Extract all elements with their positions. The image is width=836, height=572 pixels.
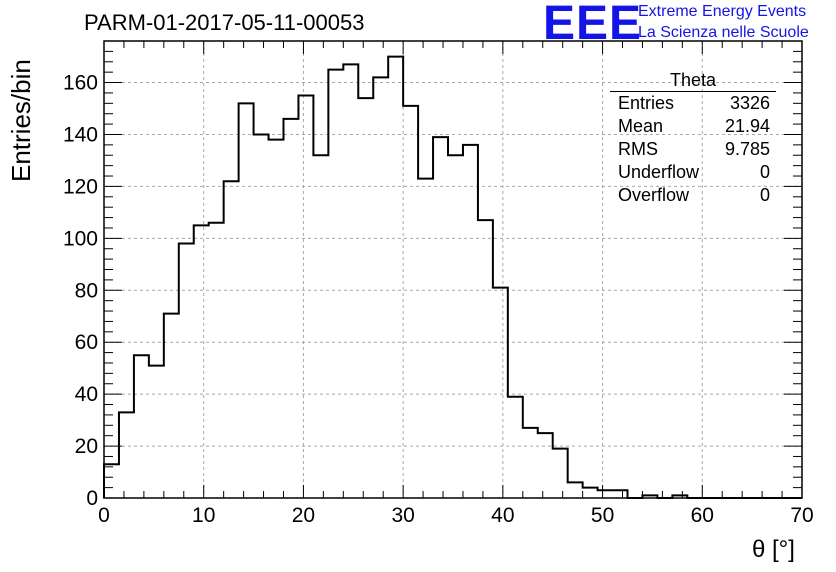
y-tick-label: 20: [75, 435, 98, 458]
histogram-bin: [209, 223, 224, 498]
histogram-bin: [119, 412, 134, 498]
histogram-bin: [164, 314, 179, 498]
histogram-bin: [568, 482, 583, 498]
stats-label: Overflow: [618, 185, 690, 205]
histogram-bin: [269, 140, 284, 498]
chart-title: PARM-01-2017-05-11-00053: [84, 10, 365, 35]
y-axis-label: Entries/bin: [6, 59, 36, 182]
x-axis-ticks: 0 10 20 30 40 50 60 70: [98, 41, 814, 527]
histogram-bin: [598, 490, 613, 498]
histogram-bin: [343, 64, 358, 498]
histogram-bin: [224, 181, 239, 498]
histogram-bin: [134, 355, 149, 498]
histogram-bins: [104, 57, 687, 498]
histogram-bin: [478, 220, 493, 498]
histogram-bin: [283, 119, 298, 498]
stats-label: Mean: [618, 116, 664, 136]
y-tick-label: 100: [63, 227, 98, 250]
y-tick-label: 40: [75, 383, 98, 406]
stats-value: 0: [759, 162, 770, 182]
histogram-bin: [493, 288, 508, 498]
y-tick-label: 120: [63, 175, 98, 198]
histogram-bin: [523, 428, 538, 498]
y-tick-label: 0: [86, 487, 98, 510]
histogram-bin: [149, 366, 164, 498]
stats-row-mean: Mean 21.94: [610, 115, 776, 138]
stats-label: RMS: [618, 139, 658, 159]
stats-row-rms: RMS 9.785: [610, 138, 776, 161]
x-tick-label: 50: [591, 504, 614, 527]
eee-logo: EEE: [543, 0, 643, 50]
histogram-bin: [194, 225, 209, 498]
x-tick-label: 20: [292, 504, 315, 527]
stats-row-underflow: Underflow 0: [610, 161, 776, 184]
stats-label: Underflow: [618, 162, 700, 182]
histogram-bin: [553, 449, 568, 498]
histogram-bin: [298, 96, 313, 498]
histogram-bin: [403, 106, 418, 498]
histogram-bin: [538, 433, 553, 498]
histogram-bin: [313, 155, 328, 498]
y-tick-label: 140: [63, 123, 98, 146]
histogram-bin: [239, 103, 254, 498]
histogram-bin: [463, 145, 478, 498]
plot-frame: [103, 40, 803, 499]
stats-label: Entries: [618, 93, 675, 113]
histogram-bin: [388, 57, 403, 498]
grid-lines: [104, 41, 802, 498]
x-tick-label: 0: [98, 504, 110, 527]
x-tick-label: 30: [391, 504, 414, 527]
x-tick-label: 60: [691, 504, 714, 527]
y-tick-label: 60: [75, 331, 98, 354]
stats-value: 3326: [729, 93, 770, 113]
histogram-bin: [448, 155, 463, 498]
histogram-bin: [358, 98, 373, 498]
stats-box: Theta Entries 3326 Mean 21.94 RMS 9.785 …: [610, 70, 776, 207]
stats-value: 9.785: [724, 139, 770, 159]
logo-subtitle-2: La Scienza nelle Scuole: [638, 24, 809, 41]
y-tick-label: 160: [63, 72, 98, 95]
y-axis-ticks: 0 20 40 60 80 100 120 140 160: [63, 40, 802, 510]
histogram-bin: [179, 244, 194, 498]
x-tick-label: 70: [790, 504, 813, 527]
histogram-bin: [328, 70, 343, 498]
histogram-bin: [613, 490, 628, 498]
histogram-bin: [433, 137, 448, 498]
stats-row-overflow: Overflow 0: [610, 184, 776, 207]
stats-title: Theta: [610, 70, 776, 92]
histogram-bin: [508, 397, 523, 498]
stats-value: 21.94: [724, 116, 770, 136]
histogram-bin: [583, 488, 598, 498]
histogram-bin: [254, 134, 269, 498]
stats-value: 0: [759, 185, 770, 205]
x-axis-label: θ [°]: [752, 536, 795, 563]
histogram-bin: [373, 77, 388, 498]
stats-row-entries: Entries 3326: [610, 92, 776, 115]
x-tick-label: 40: [491, 504, 514, 527]
y-tick-label: 80: [75, 279, 98, 302]
histogram-bin: [418, 179, 433, 498]
histogram-outline: [103, 55, 802, 499]
x-tick-label: 10: [192, 504, 215, 527]
logo-subtitle-1: Extreme Energy Events: [638, 3, 807, 20]
histogram-bin: [104, 464, 119, 498]
